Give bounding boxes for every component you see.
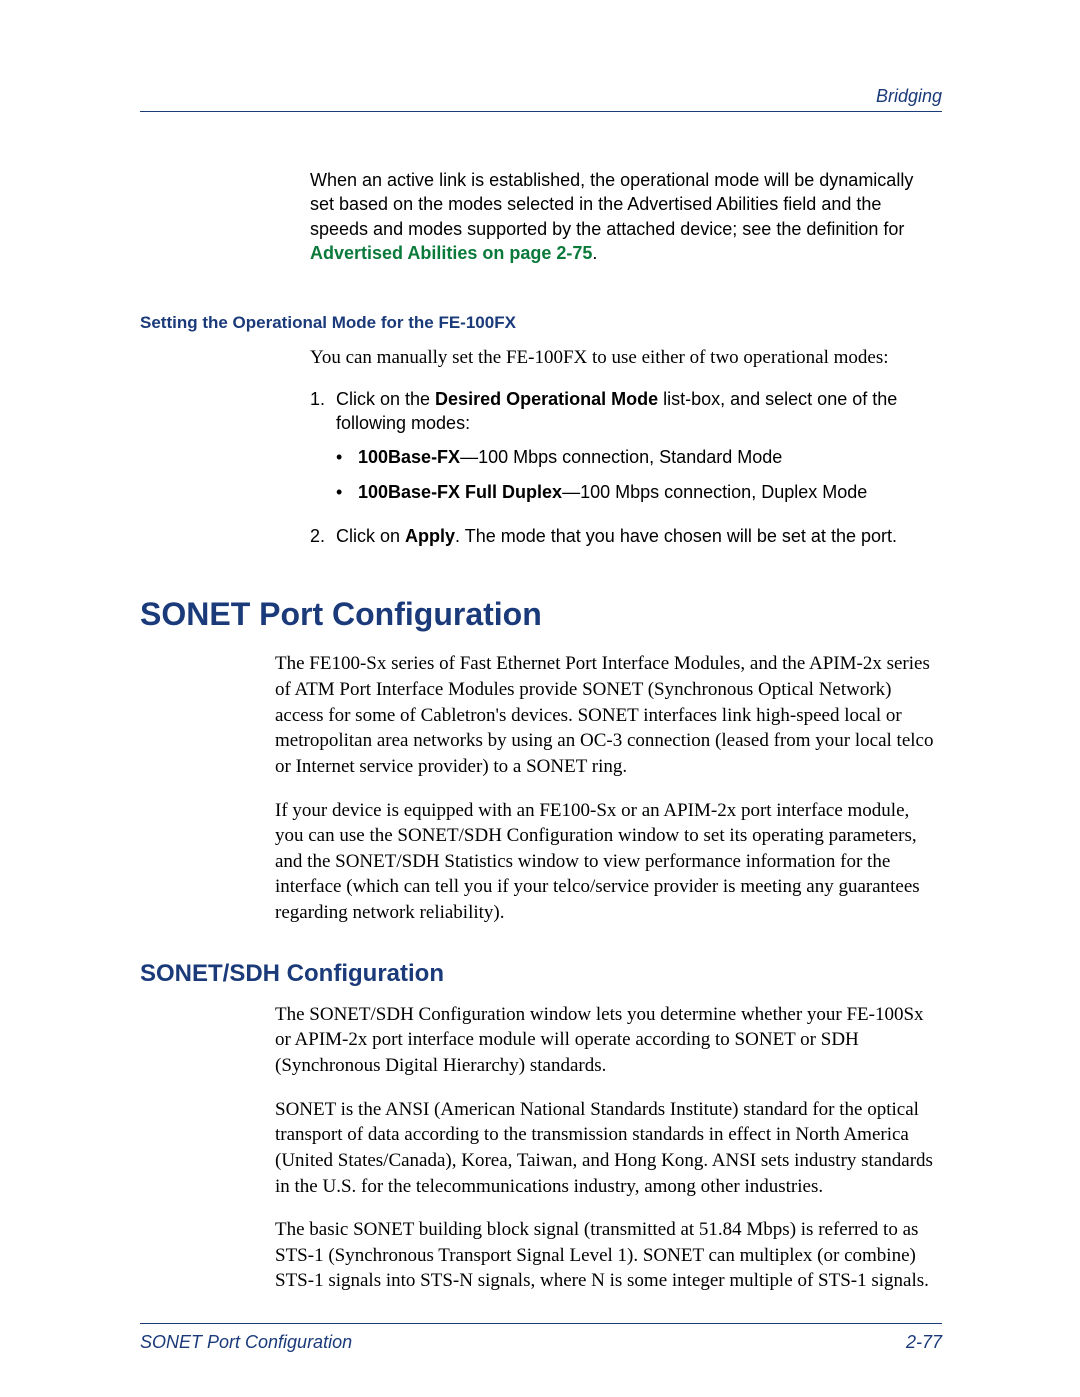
intro-block: When an active link is established, the … [310, 168, 942, 265]
bullet-dot-icon: • [336, 480, 358, 504]
sonet-p4: SONET is the ANSI (American National Sta… [275, 1097, 942, 1200]
footer-right: 2-77 [906, 1332, 942, 1353]
sonet-p2: If your device is equipped with an FE100… [275, 798, 942, 926]
intro-paragraph: When an active link is established, the … [310, 168, 942, 265]
link-rest-part: on page 2-75 [477, 243, 592, 263]
sonet-h2: SONET/SDH Configuration [140, 960, 942, 988]
page-footer: SONET Port Configuration 2-77 [140, 1323, 942, 1353]
step-2-bold: Apply [405, 526, 455, 546]
sonet-p5: The basic SONET building block signal (t… [275, 1217, 942, 1294]
bullet-2-bold: 100Base-FX Full Duplex [358, 482, 562, 502]
step-1-bold: Desired Operational Mode [435, 389, 658, 409]
bullet-1-bold: 100Base-FX [358, 447, 460, 467]
running-header: Bridging [140, 86, 942, 112]
step-2: 2. Click on Apply. The mode that you hav… [310, 524, 942, 548]
step-1-pre: Click on the [336, 389, 435, 409]
page-content: Bridging When an active link is establis… [140, 86, 942, 1307]
bullet-2-body: 100Base-FX Full Duplex—100 Mbps connecti… [358, 480, 867, 504]
fe100fx-heading: Setting the Operational Mode for the FE-… [140, 313, 942, 333]
fe100fx-body: You can manually set the FE-100FX to use… [310, 345, 942, 548]
step-2-pre: Click on [336, 526, 405, 546]
sonet-p3: The SONET/SDH Configuration window lets … [275, 1002, 942, 1079]
footer-left: SONET Port Configuration [140, 1332, 352, 1353]
step-1: 1. Click on the Desired Operational Mode… [310, 387, 942, 436]
sonet-h1: SONET Port Configuration [140, 596, 942, 633]
bullet-1-rest: —100 Mbps connection, Standard Mode [460, 447, 782, 467]
bullet-1-body: 100Base-FX—100 Mbps connection, Standard… [358, 445, 782, 469]
link-bold-part: Advertised Abilities [310, 243, 477, 263]
bullet-2: • 100Base-FX Full Duplex—100 Mbps connec… [336, 480, 942, 504]
bullet-2-rest: —100 Mbps connection, Duplex Mode [562, 482, 867, 502]
sonet-p1: The FE100-Sx series of Fast Ethernet Por… [275, 651, 942, 779]
step-1-body: Click on the Desired Operational Mode li… [336, 387, 942, 436]
step-2-number: 2. [310, 524, 336, 548]
bullet-1: • 100Base-FX—100 Mbps connection, Standa… [336, 445, 942, 469]
intro-text-pre: When an active link is established, the … [310, 170, 913, 239]
step-1-number: 1. [310, 387, 336, 436]
fe100fx-lead: You can manually set the FE-100FX to use… [310, 345, 942, 371]
advertised-abilities-link[interactable]: Advertised Abilities on page 2-75 [310, 243, 592, 263]
step-2-body: Click on Apply. The mode that you have c… [336, 524, 942, 548]
step-2-post: . The mode that you have chosen will be … [455, 526, 897, 546]
intro-text-post: . [592, 243, 597, 263]
bullet-dot-icon: • [336, 445, 358, 469]
